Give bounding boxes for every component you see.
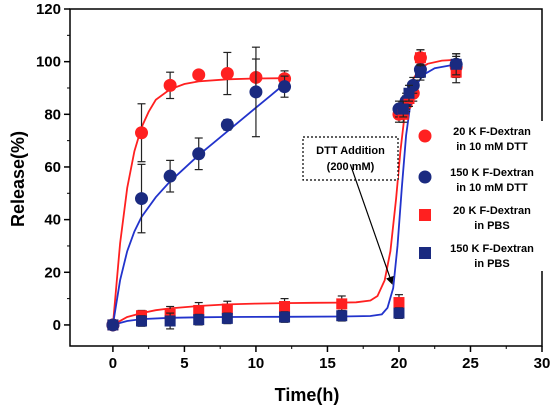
- data-point-series-2: [163, 169, 177, 183]
- data-point-series-2: [249, 85, 263, 99]
- legend: 20 K F-Dextran in 10 mM DTT 150 K F-Dextra…: [409, 121, 549, 271]
- data-point-series-4: [450, 58, 462, 70]
- data-point-series-2: [278, 80, 292, 94]
- y-tick-label: 120: [36, 1, 61, 18]
- y-tick-label: 20: [44, 264, 61, 281]
- legend-marker-2: [418, 170, 432, 184]
- data-point-series-4: [403, 87, 415, 99]
- data-point-series-2: [192, 147, 206, 161]
- data-point-series-3: [279, 301, 291, 313]
- legend-label-2: in 10 mM DTT: [456, 182, 528, 194]
- annotation-box: [302, 136, 399, 181]
- data-point-series-4: [414, 66, 426, 78]
- legend-label-1: in 10 mM DTT: [456, 141, 528, 153]
- data-point-series-2: [135, 192, 149, 206]
- legend-label-3: in PBS: [474, 220, 509, 232]
- annotation-arrow: [349, 164, 394, 285]
- x-tick-label: 20: [391, 355, 408, 372]
- y-tick-label: 100: [36, 54, 61, 71]
- x-tick-label: 0: [109, 355, 117, 372]
- legend-label-4: 150 K F-Dextran: [450, 243, 534, 255]
- legend-label-2: 150 K F-Dextran: [450, 167, 534, 179]
- data-point-series-3: [414, 52, 426, 64]
- data-point-series-4: [107, 319, 119, 331]
- data-point-series-3: [193, 304, 205, 316]
- data-point-series-4: [193, 314, 205, 326]
- axes: 0 5 10 15 20 25 30 0 20 40 60 80 100 120: [36, 1, 550, 372]
- x-axis-title: Time(h): [275, 385, 340, 405]
- annotation-line-1: DTT Addition: [316, 145, 385, 157]
- data-point-series-4: [336, 310, 348, 322]
- data-point-series-4: [397, 103, 409, 115]
- x-tick-label: 5: [180, 355, 188, 372]
- data-point-series-3: [336, 298, 348, 310]
- legend-marker-1: [418, 129, 432, 143]
- legend-label-1: 20 K F-Dextran: [453, 126, 531, 138]
- data-point-series-4: [393, 307, 405, 319]
- legend-label-3: 20 K F-Dextran: [453, 205, 531, 217]
- data-point-series-4: [279, 311, 291, 323]
- data-point-series-1: [220, 67, 234, 81]
- y-tick-label: 80: [44, 106, 61, 123]
- data-point-series-4: [221, 312, 233, 324]
- data-point-series-4: [164, 315, 176, 327]
- x-tick-label: 25: [462, 355, 479, 372]
- data-point-series-2: [220, 118, 234, 132]
- y-tick-label: 60: [44, 159, 61, 176]
- data-points: [106, 46, 463, 332]
- dtt-annotation: DTT Addition (200 mM): [302, 136, 399, 285]
- data-point-series-3: [393, 297, 405, 309]
- x-tick-label: 10: [248, 355, 265, 372]
- y-tick-label: 40: [44, 212, 61, 229]
- legend-marker-3: [419, 209, 431, 221]
- legend-marker-4: [419, 247, 431, 259]
- data-point-series-3: [221, 303, 233, 315]
- x-tick-label: 30: [534, 355, 551, 372]
- data-point-series-1: [135, 126, 149, 140]
- y-axis-title: Release(%): [8, 131, 28, 227]
- y-tick-label: 0: [53, 317, 61, 334]
- data-point-series-1: [163, 78, 177, 92]
- legend-box: [409, 121, 549, 271]
- legend-label-4: in PBS: [474, 258, 509, 270]
- data-point-series-4: [136, 315, 148, 327]
- x-tick-label: 15: [319, 355, 336, 372]
- fit-curve-2: [112, 83, 286, 326]
- data-point-series-1: [192, 68, 206, 82]
